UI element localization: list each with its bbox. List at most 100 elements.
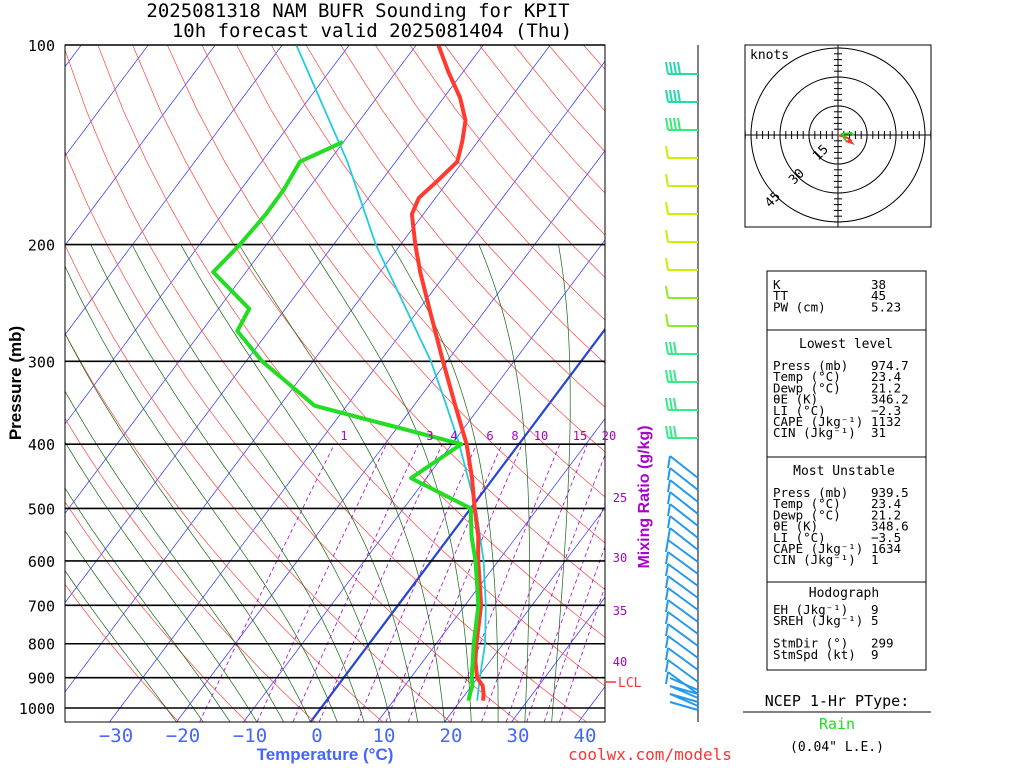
- stat-label: EH (Jkg⁻¹): [773, 602, 848, 617]
- wind-barb-flag: [667, 503, 671, 517]
- wind-barb-flag: [667, 527, 671, 541]
- stat-value: −2.3: [871, 403, 901, 418]
- temperature-tick-label: −10: [233, 725, 267, 747]
- stat-value: 5: [871, 613, 879, 628]
- wind-barb: [669, 479, 699, 503]
- wind-barb: [667, 599, 699, 623]
- plot-frame: [64, 44, 606, 723]
- stat-label: CAPE (Jkg⁻¹): [773, 414, 863, 429]
- wind-barb: [667, 647, 699, 671]
- wind-barb-flag: [665, 257, 669, 271]
- lcl-label: LCL: [618, 676, 642, 691]
- dry-adiabat-line: [375, 45, 605, 321]
- moist-adiabat-line: [65, 265, 338, 722]
- stat-value: 1: [871, 552, 879, 567]
- stat-label: TT: [773, 288, 789, 303]
- stat-label: LI (°C): [773, 530, 826, 545]
- wind-barb: [667, 551, 699, 575]
- stat-label: θE (K): [773, 392, 818, 407]
- parcel-profile-line: [295, 45, 487, 701]
- dry-adiabat-line: [65, 150, 519, 722]
- stat-value: 346.2: [871, 392, 909, 407]
- wind-barb-flag: [665, 671, 669, 685]
- mixing-ratio-line: [505, 453, 605, 722]
- temperature-tick-label: 10: [373, 725, 396, 747]
- mixing-ratio-line: [559, 585, 605, 722]
- wind-barb-flag: [673, 89, 677, 103]
- dry-adiabat-line: [340, 45, 605, 364]
- lowest-level-title: Lowest level: [799, 337, 893, 352]
- wind-barb: [667, 623, 699, 647]
- stat-label: CIN (Jkg⁻¹): [773, 425, 856, 440]
- moist-adiabat-line: [308, 244, 472, 722]
- wind-barb: [669, 515, 699, 539]
- wind-barb-flag: [665, 599, 669, 613]
- dry-adiabat-line: [305, 45, 605, 408]
- pressure-tick-label: 900: [28, 670, 55, 688]
- stat-label: θE (K): [773, 519, 818, 534]
- dry-adiabat-line: [65, 417, 316, 722]
- wind-barb-flag: [665, 575, 669, 589]
- wind-barb-flag: [665, 647, 669, 661]
- stat-value: 9: [871, 602, 879, 617]
- dry-adiabat-line: [97, 45, 605, 687]
- stat-label: CAPE (Jkg⁻¹): [773, 541, 863, 556]
- pressure-tick-label: 400: [28, 436, 55, 454]
- wind-barb-flag: [665, 623, 669, 637]
- wind-barb: [669, 701, 699, 711]
- wind-barb-flag: [665, 587, 669, 601]
- isotherm-line: [65, 45, 484, 604]
- moist-adiabat-line: [65, 530, 204, 722]
- wind-barb-flag: [677, 89, 681, 103]
- stat-label: Dewp (°C): [773, 507, 841, 522]
- hodograph-trace-green: [840, 131, 855, 142]
- stat-value: 9: [871, 647, 879, 662]
- mixing-ratio-line: [292, 444, 419, 722]
- dry-adiabat-line: [132, 45, 605, 638]
- stat-value: 21.2: [871, 507, 901, 522]
- wind-barb-flag: [665, 425, 669, 439]
- stat-label: CIN (Jkg⁻¹): [773, 552, 856, 567]
- mixing-ratio-line: [256, 444, 387, 722]
- isotherm-line: [65, 45, 551, 693]
- moist-adiabat-line: [180, 244, 419, 722]
- wind-barb-flag: [673, 369, 677, 383]
- stat-value: 21.2: [871, 380, 901, 395]
- wind-barb-flag: [665, 229, 669, 243]
- wind-barb-flag: [669, 341, 673, 355]
- wind-barb-flag: [665, 117, 669, 131]
- mixing-ratio-label: 4: [450, 429, 457, 443]
- wind-barb-flag: [665, 539, 669, 553]
- wind-barb-flag: [667, 467, 671, 481]
- moist-adiabat-line: [238, 244, 445, 722]
- isotherm-line: [109, 60, 605, 722]
- sounding-profiles: [211, 45, 487, 702]
- wind-barb: [667, 575, 699, 599]
- stat-label: K: [773, 277, 781, 292]
- wind-barbs: [665, 61, 699, 711]
- stat-value: 38: [871, 277, 886, 292]
- wind-barb-flag: [665, 89, 669, 103]
- stat-label: SREH (Jkg⁻¹): [773, 613, 863, 628]
- pressure-tick-label: 300: [28, 353, 55, 371]
- wind-barb-flag: [665, 285, 669, 299]
- dry-adiabat-line: [65, 332, 383, 722]
- wind-barb: [669, 685, 699, 699]
- isotherm-line: [243, 239, 605, 722]
- mixing-ratio-line: [543, 545, 605, 722]
- moist-adiabat-line: [390, 244, 499, 722]
- wind-barb: [669, 527, 699, 551]
- ptype-title: NCEP 1-Hr PType:: [765, 692, 910, 710]
- wind-barb-flag: [669, 61, 673, 75]
- pressure-tick-label: 500: [28, 500, 55, 518]
- mixing-ratio-label: 15: [573, 429, 587, 443]
- isotherm-line: [65, 45, 283, 336]
- wind-barb-flag: [665, 313, 669, 327]
- hodograph-storm-motion: [848, 139, 852, 143]
- wind-barb-flag: [667, 455, 671, 469]
- wind-barb-flag: [669, 117, 673, 131]
- stat-value: 974.7: [871, 358, 909, 373]
- mixing-ratio-label: 10: [534, 429, 548, 443]
- stat-label: Dewp (°C): [773, 380, 841, 395]
- hodograph-ticks: [745, 47, 931, 223]
